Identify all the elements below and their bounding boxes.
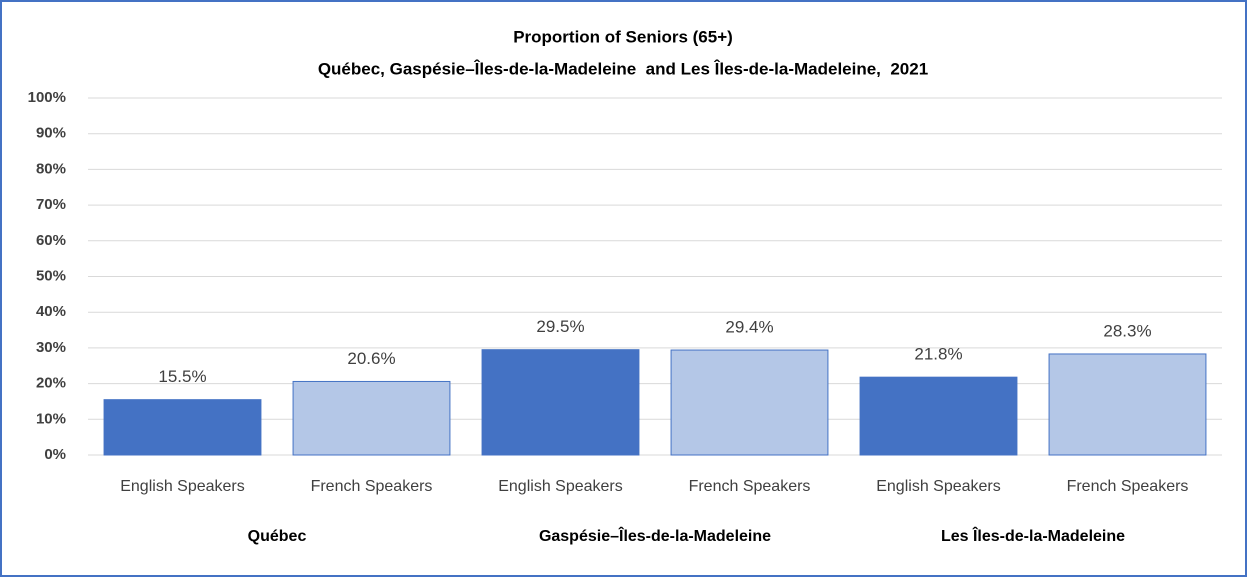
x-tick-label: English Speakers: [498, 478, 623, 495]
y-tick-label: 70%: [36, 196, 66, 213]
x-tick-label: English Speakers: [876, 478, 1001, 495]
bar: [103, 399, 262, 456]
y-tick-label: 90%: [36, 125, 66, 142]
bar: [670, 349, 829, 456]
chart-title: Proportion of Seniors (65+): [513, 27, 733, 46]
y-tick-label: 60%: [36, 232, 66, 249]
y-tick-label: 20%: [36, 375, 66, 392]
group-label: Les Îles-de-la-Madeleine: [941, 526, 1125, 545]
data-label: 20.6%: [347, 349, 395, 368]
group-label: Gaspésie–Îles-de-la-Madeleine: [539, 526, 771, 545]
data-label: 28.3%: [1103, 321, 1151, 340]
x-tick-label: French Speakers: [1067, 478, 1189, 495]
bar: [1048, 353, 1207, 456]
bar: [859, 376, 1018, 456]
bar: [481, 349, 640, 456]
y-tick-label: 0%: [44, 446, 66, 463]
y-tick-label: 50%: [36, 267, 66, 284]
x-tick-label: French Speakers: [311, 478, 433, 495]
x-tick-label: English Speakers: [120, 478, 245, 495]
data-label: 29.4%: [725, 318, 773, 337]
y-tick-label: 30%: [36, 339, 66, 356]
chart-subtitle: Québec, Gaspésie–Îles-de-la-Madeleine an…: [318, 59, 928, 78]
y-tick-label: 80%: [36, 160, 66, 177]
data-label: 15.5%: [158, 367, 206, 386]
data-label: 21.8%: [914, 345, 962, 364]
y-tick-label: 100%: [28, 89, 66, 106]
x-tick-label: French Speakers: [689, 478, 811, 495]
data-label: 29.5%: [536, 317, 584, 336]
group-label: Québec: [248, 528, 307, 545]
bar: [292, 380, 451, 456]
y-tick-label: 40%: [36, 303, 66, 320]
y-tick-label: 10%: [36, 410, 66, 427]
